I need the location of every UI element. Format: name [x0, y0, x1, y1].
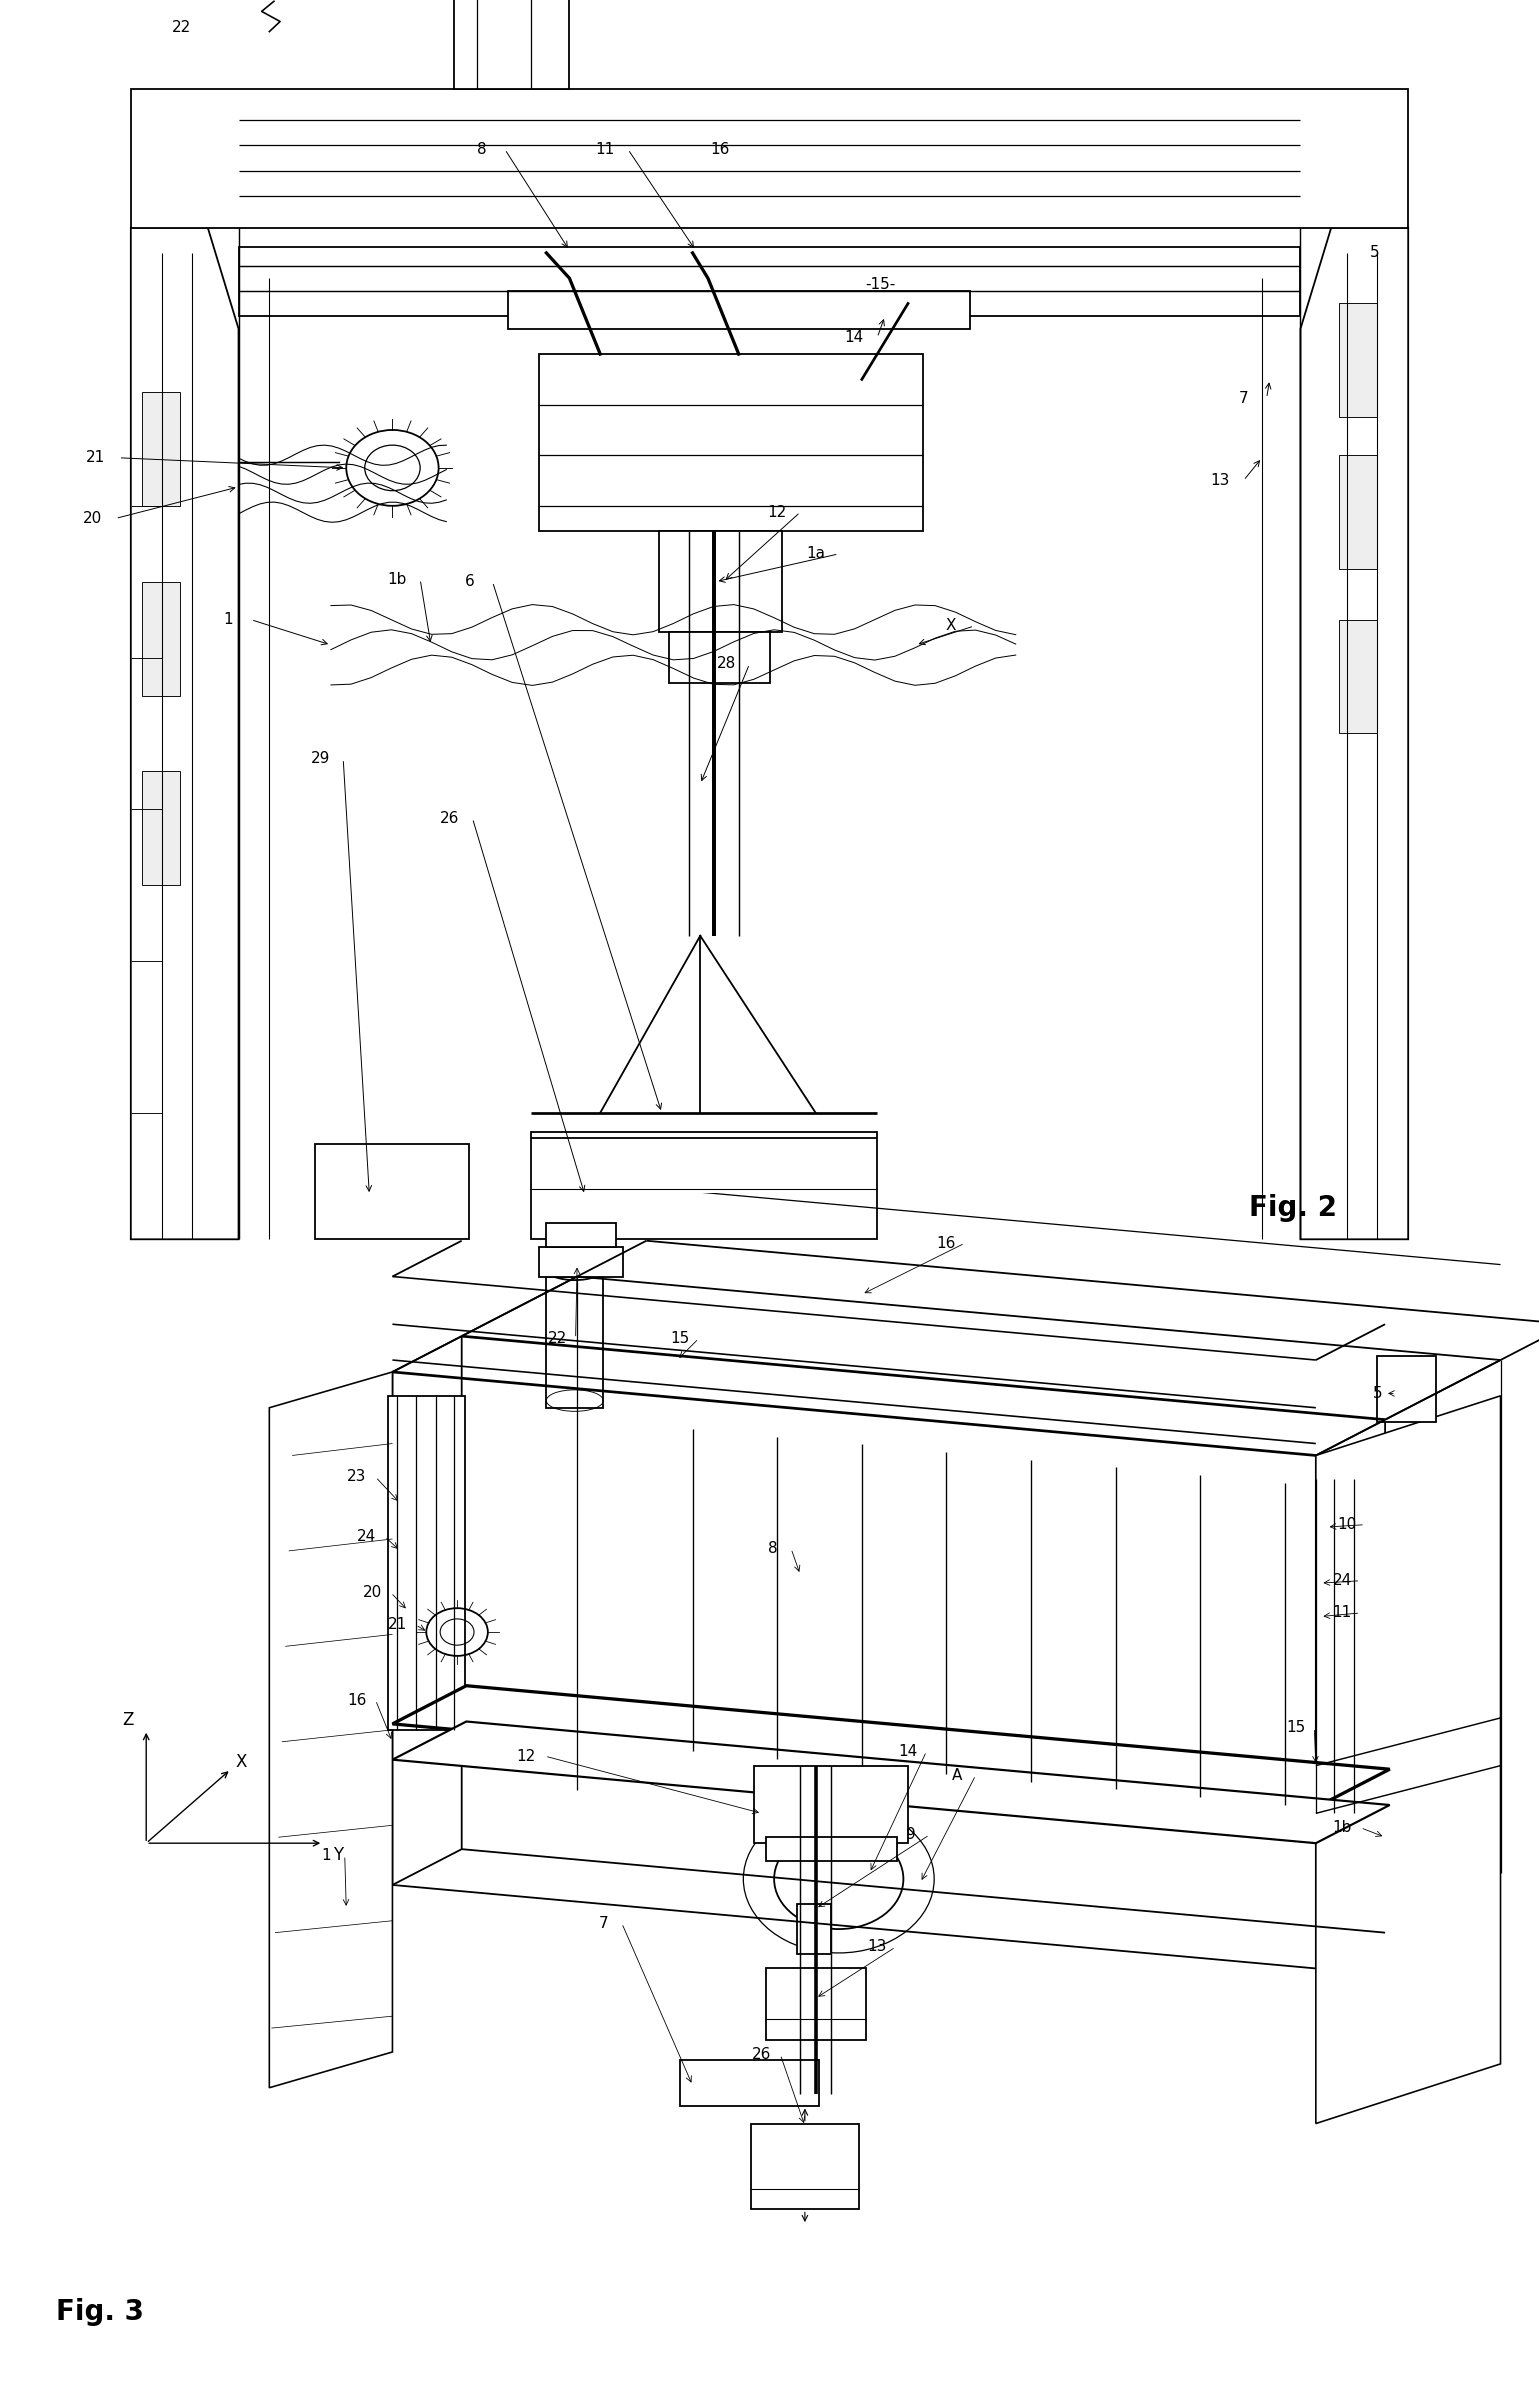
Text: 21: 21 [86, 451, 105, 465]
Bar [751, 2124, 859, 2209]
Text: 22: 22 [548, 1331, 566, 1346]
Bar [315, 1145, 469, 1238]
Text: 8: 8 [768, 1541, 777, 1556]
Text: 14: 14 [845, 329, 863, 346]
Text: X: X [235, 1754, 248, 1770]
Text: 16: 16 [711, 141, 729, 157]
Text: Z: Z [122, 1711, 134, 1730]
Text: 26: 26 [753, 2047, 771, 2062]
Text: 5: 5 [1373, 1386, 1382, 1401]
Bar [239, 246, 1300, 315]
Bar [546, 1277, 603, 1408]
Bar [531, 1131, 877, 1238]
Text: 1: 1 [322, 1847, 331, 1863]
Text: 11: 11 [1333, 1606, 1351, 1620]
Text: 29: 29 [311, 752, 329, 766]
Bar [508, 291, 970, 329]
Text: 24: 24 [357, 1529, 376, 1544]
Text: 26: 26 [440, 811, 459, 826]
Polygon shape [1316, 1420, 1385, 1968]
Text: 16: 16 [348, 1692, 366, 1708]
Polygon shape [269, 1372, 392, 2088]
Bar [1339, 303, 1377, 418]
Text: 6: 6 [465, 575, 474, 589]
Bar [388, 1396, 465, 1730]
Text: A: A [953, 1768, 962, 1782]
Text: 15: 15 [1287, 1720, 1305, 1735]
Bar [1339, 620, 1377, 733]
Text: -15-: -15- [865, 277, 896, 291]
Text: Fig. 3: Fig. 3 [55, 2298, 145, 2326]
Polygon shape [392, 1723, 1390, 1842]
Text: 13: 13 [1211, 472, 1230, 489]
Text: 5: 5 [1370, 246, 1379, 260]
Bar [1377, 1355, 1436, 1422]
Text: 1a: 1a [806, 546, 825, 561]
Text: 20: 20 [363, 1584, 382, 1601]
Text: 7: 7 [1239, 391, 1248, 406]
Text: 12: 12 [517, 1749, 536, 1763]
Bar [454, 0, 569, 88]
Text: 21: 21 [388, 1618, 406, 1632]
Text: Fig. 2: Fig. 2 [1248, 1193, 1337, 1222]
Text: 16: 16 [937, 1236, 956, 1250]
Text: 1b: 1b [1333, 1821, 1351, 1835]
Polygon shape [1300, 227, 1408, 1238]
Text: 12: 12 [768, 506, 786, 520]
Text: 10: 10 [1337, 1517, 1356, 1532]
Text: Y: Y [334, 1847, 343, 1863]
Bar [539, 1245, 623, 1277]
Bar [539, 353, 923, 532]
Text: X: X [946, 618, 956, 632]
Text: 7: 7 [599, 1916, 608, 1930]
Bar [142, 391, 180, 506]
Polygon shape [1316, 1396, 1501, 2124]
Polygon shape [392, 1336, 462, 1885]
Bar [754, 1766, 908, 1842]
Bar [797, 1904, 831, 1954]
Bar [766, 1837, 897, 1861]
Polygon shape [392, 1685, 1390, 1809]
Bar [669, 632, 770, 682]
Bar [142, 771, 180, 885]
Text: 9: 9 [906, 1828, 916, 1842]
Polygon shape [131, 227, 239, 1238]
Text: 1: 1 [223, 613, 232, 628]
Bar [1339, 456, 1377, 570]
Text: 14: 14 [899, 1744, 917, 1758]
Bar [546, 1222, 616, 1245]
Text: 13: 13 [868, 1940, 886, 1954]
Text: 22: 22 [172, 21, 191, 36]
Bar [142, 582, 180, 697]
Bar [766, 1968, 866, 2040]
Bar [680, 2062, 819, 2107]
Text: 15: 15 [671, 1331, 689, 1346]
Text: 20: 20 [83, 511, 102, 525]
Text: 11: 11 [596, 141, 614, 157]
Text: 24: 24 [1333, 1572, 1351, 1589]
Text: 1b: 1b [388, 573, 406, 587]
Text: 23: 23 [348, 1470, 366, 1484]
Polygon shape [131, 88, 1408, 227]
Bar [659, 532, 782, 632]
Text: 28: 28 [717, 656, 736, 670]
Text: 8: 8 [477, 141, 486, 157]
